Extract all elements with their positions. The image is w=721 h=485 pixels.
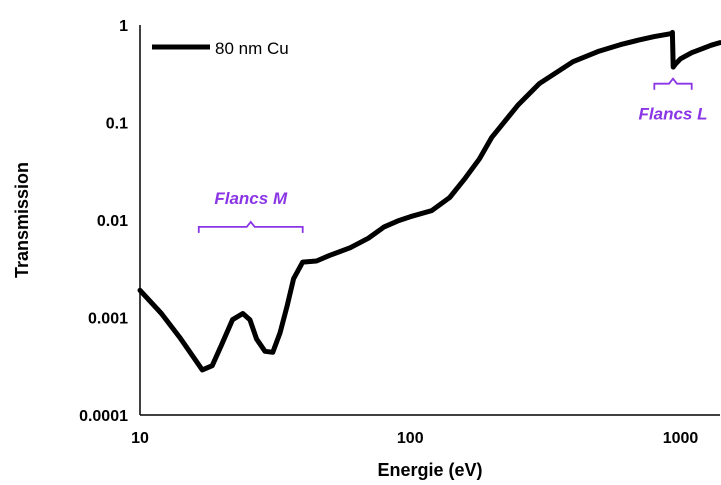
y-axis-ticks: 0.0001 0.001 0.01 0.1 1 — [79, 18, 128, 425]
legend-entry-80nm-cu: 80 nm Cu — [215, 39, 289, 58]
annotations: Flancs M Flancs L — [197, 77, 708, 233]
annotation-label-0: Flancs M — [214, 189, 288, 208]
y-tick-label: 0.01 — [97, 213, 128, 230]
axes — [139, 25, 720, 416]
y-tick-label: 0.1 — [106, 116, 128, 133]
y-axis-label: Transmission — [12, 162, 32, 278]
legend: 80 nm Cu — [152, 39, 289, 58]
x-tick-label: 100 — [397, 430, 424, 447]
annotation-brace-1 — [653, 77, 693, 90]
y-tick-label: 0.001 — [88, 311, 128, 328]
x-axis-ticks: 10 100 1000 — [131, 430, 698, 447]
series-layer — [137, 29, 721, 373]
series-line-0 — [137, 29, 721, 373]
x-tick-label: 10 — [131, 430, 149, 447]
annotation-brace-0 — [197, 220, 304, 233]
annotation-label-1: Flancs L — [639, 105, 708, 124]
x-axis-label: Energie (eV) — [377, 460, 482, 480]
y-tick-label: 1 — [119, 18, 128, 35]
x-tick-label: 1000 — [663, 430, 699, 447]
y-tick-label: 0.0001 — [79, 408, 128, 425]
